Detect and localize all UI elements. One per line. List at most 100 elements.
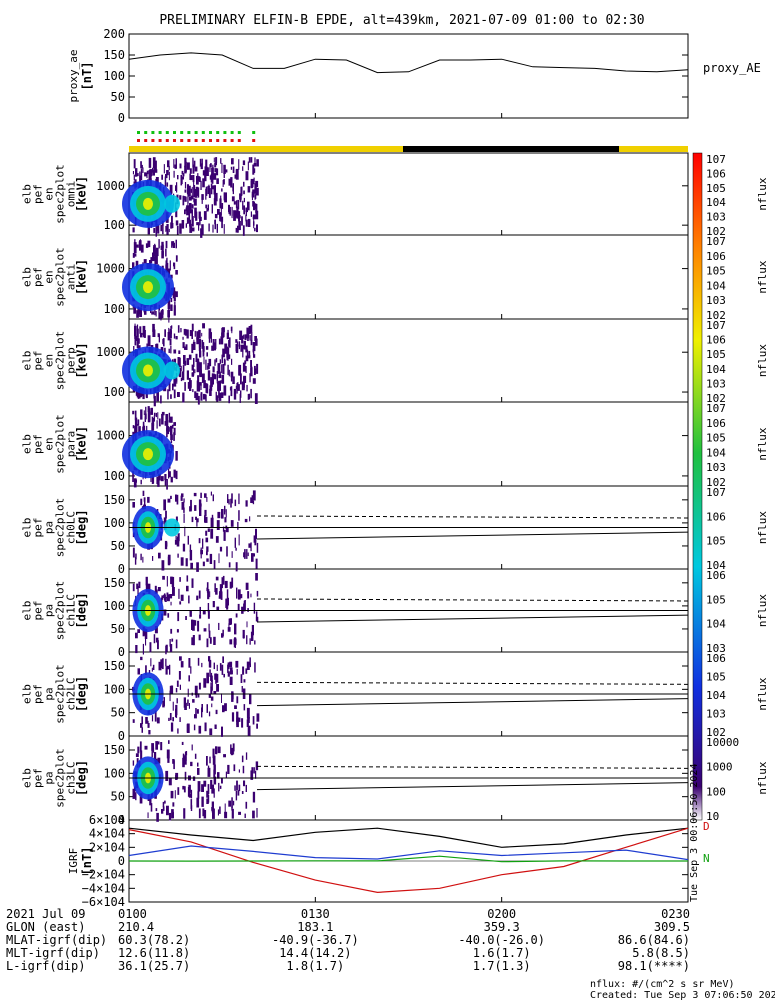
- spectrogram-pixel: [212, 494, 214, 502]
- spectrogram-pixel: [250, 360, 252, 367]
- spectrogram-pixel: [240, 674, 243, 683]
- spectrogram-pixel: [252, 500, 255, 505]
- spectrogram-pixel: [152, 475, 155, 484]
- spectrogram-pixel: [139, 741, 142, 752]
- spectrogram-pixel: [169, 338, 172, 346]
- spectrogram-pixel: [250, 631, 254, 641]
- spectrogram-core: [143, 281, 153, 294]
- spectrogram-pixel: [177, 553, 179, 558]
- spectrogram-pixel: [148, 730, 151, 735]
- spectrogram-pixel: [149, 168, 151, 176]
- spectrogram-pixel: [167, 160, 170, 168]
- spectrogram-pixel: [213, 636, 216, 645]
- spectrogram-pixel: [183, 808, 186, 819]
- ytick-label-para-1: 100: [103, 469, 125, 483]
- spectrogram-pixel: [188, 595, 190, 604]
- ephemeris-value-1-0: 210.4: [118, 920, 154, 934]
- spectrogram-pixel: [256, 542, 259, 553]
- spectrogram-pixel: [221, 203, 224, 209]
- spectrogram-pixel: [179, 163, 182, 169]
- spectrogram-pixel: [167, 389, 169, 400]
- spectrogram-pixel: [203, 628, 207, 632]
- spectrogram-pixel: [172, 587, 175, 596]
- spectrogram-pixel: [230, 747, 234, 756]
- spectrogram-pixel: [148, 157, 152, 168]
- spectrogram-pixel: [256, 713, 260, 722]
- spectrogram-pixel: [227, 664, 229, 673]
- igrf-label-d: D: [703, 820, 710, 833]
- spectrogram-pixel: [170, 495, 172, 499]
- spectrogram-pixel: [237, 589, 241, 600]
- spectrogram-pixel: [242, 225, 245, 236]
- spectrogram-pixel: [174, 539, 178, 545]
- spectrogram-pixel: [177, 533, 179, 539]
- spectrogram-pixel: [233, 745, 235, 755]
- spectrogram-pixel: [221, 726, 223, 737]
- spectrogram-pixel: [166, 426, 169, 432]
- spectrogram-pixel: [245, 345, 248, 353]
- spectrogram-pixel: [180, 175, 183, 186]
- spectrogram-pixel: [171, 424, 174, 429]
- spectrogram-pixel: [225, 598, 229, 606]
- spectrogram-pixel: [136, 324, 139, 331]
- spectrogram-pixel: [234, 785, 236, 791]
- spectrogram-pixel: [135, 792, 137, 801]
- spectrogram-pixel: [216, 606, 220, 611]
- spectrogram-pixel: [177, 787, 180, 795]
- spectrogram-pixel: [151, 311, 155, 315]
- spectrogram-pixel: [155, 741, 158, 750]
- spectrogram-pixel: [172, 802, 175, 807]
- spectrogram-pixel: [169, 713, 172, 721]
- ylabel-ch0LC-0: elb: [21, 518, 34, 538]
- spectrogram-pixel: [184, 771, 187, 781]
- spectrogram-pixel: [178, 588, 180, 599]
- spectrogram-pixel: [161, 241, 164, 248]
- proxy-ae-legend: proxy_AE: [703, 61, 761, 75]
- ylabel-ch0LC-2: pa: [43, 521, 56, 534]
- zone-dot-green: [216, 131, 220, 134]
- spectrogram-pixel: [196, 175, 199, 185]
- spectrogram-pixel: [221, 219, 223, 229]
- spectrogram-pixel: [198, 176, 201, 182]
- spectrogram-pixel: [139, 307, 142, 317]
- spectrogram-pixel: [228, 800, 231, 807]
- spectrogram-pixel: [194, 753, 197, 759]
- spectrogram-pixel: [196, 380, 199, 392]
- spectrogram-pixel: [166, 479, 168, 490]
- ytick-label-proxy_ae-0: 200: [103, 27, 125, 41]
- spectrogram-pixel: [220, 392, 224, 398]
- spectrogram-pixel: [246, 661, 250, 670]
- spectrogram-pixel: [230, 177, 233, 188]
- spectrogram-pixel: [222, 348, 225, 358]
- ylabel-ch3LC-3: spec2plot: [54, 748, 67, 808]
- spectrogram-pixel: [182, 173, 185, 177]
- spectrogram-pixel: [140, 750, 143, 760]
- spectrogram-pixel: [207, 794, 210, 803]
- panel-frame-anti: [128, 234, 689, 320]
- spectrogram-pixel: [253, 180, 255, 185]
- spectrogram-pixel: [179, 357, 181, 368]
- spectrogram-pixel: [246, 707, 250, 719]
- spectrogram-pixel: [249, 638, 251, 645]
- ylabel-omni-4: omni: [65, 181, 78, 208]
- spectrogram-pixel: [150, 803, 153, 812]
- spectrogram-pixel: [145, 576, 148, 586]
- spectrogram-pixel: [251, 495, 254, 504]
- spectrogram-pixel: [246, 349, 249, 358]
- spectrogram-pixel: [158, 473, 161, 481]
- spectrogram-pixel: [254, 393, 258, 404]
- spectrogram-pixel: [156, 812, 159, 822]
- spectrogram-pixel: [172, 701, 174, 711]
- ylabel-anti-3: spec2plot: [54, 247, 67, 307]
- colorbar-label-ch2LC: nflux: [756, 677, 769, 710]
- igrf-lines: [128, 827, 689, 894]
- spectrogram-pixel: [176, 494, 179, 505]
- spectrogram-pixel: [160, 313, 162, 321]
- spectrogram-pixel: [181, 501, 185, 510]
- spectrogram-pixel: [186, 585, 189, 592]
- spectrogram-pixel: [245, 219, 248, 227]
- spectrogram-pixel: [222, 526, 225, 532]
- spectrogram-pixel: [140, 723, 143, 728]
- spectrogram-pixel: [208, 184, 210, 189]
- spectrogram-pixel: [161, 310, 164, 315]
